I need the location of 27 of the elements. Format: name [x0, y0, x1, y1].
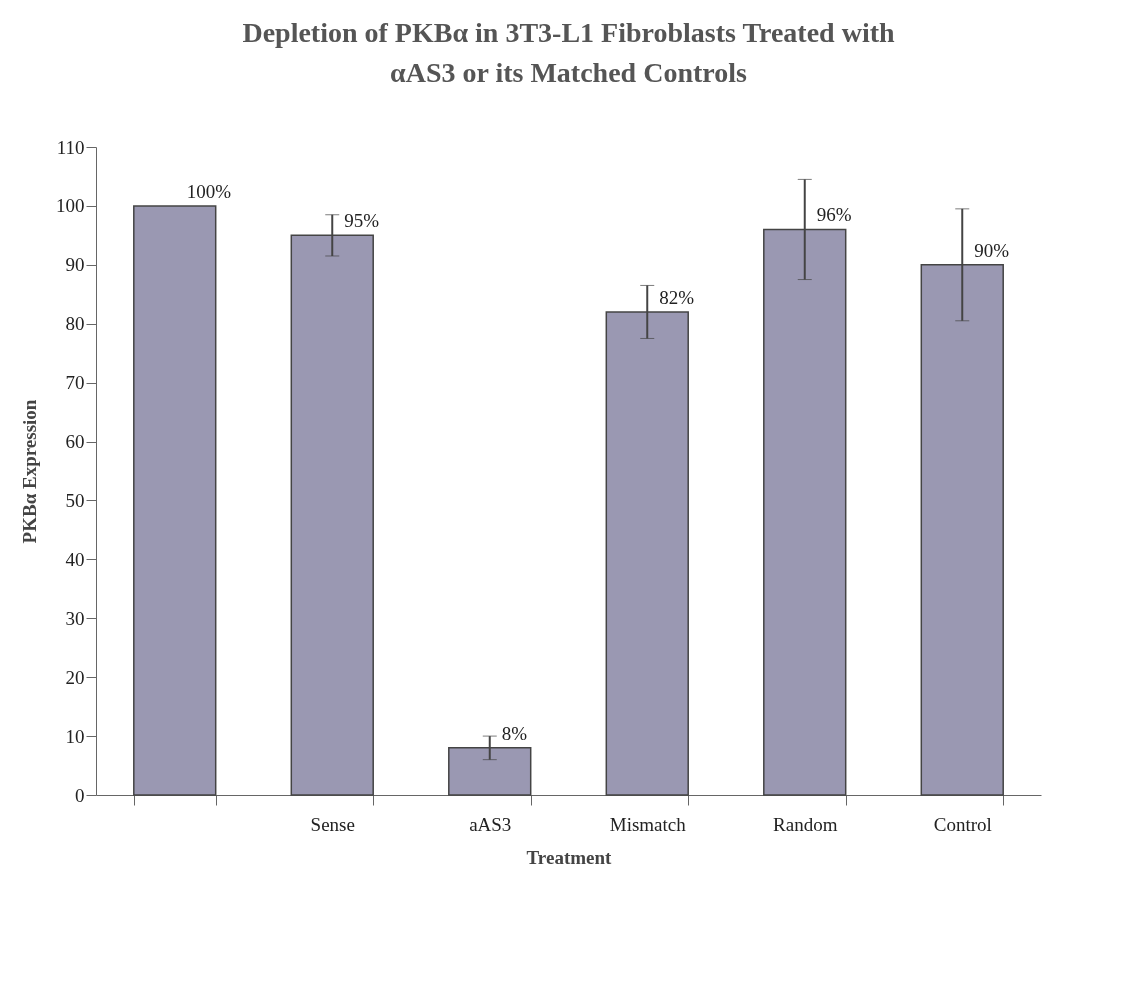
y-tick-label: 100 [56, 195, 85, 217]
y-tick-label: 40 [65, 548, 85, 570]
y-tick-label: 0 [75, 784, 85, 806]
x-tick-label: Control [933, 813, 992, 835]
chart-title: Depletion of PKBα in 3T3-L1 Fibroblasts Treated with αAS3 or its Matched Controls [242, 17, 895, 88]
y-tick-label: 90 [65, 254, 85, 276]
y-tick-label: 20 [65, 666, 85, 688]
x-tick-label: Sense [310, 813, 355, 835]
data-label: 95% [344, 210, 380, 232]
y-axis-title: PKBα Expression [19, 399, 40, 544]
data-label: 90% [974, 239, 1010, 261]
x-axis-title: Treatment [526, 846, 613, 868]
y-tick-label: 30 [65, 607, 85, 629]
x-tick-label: Mismatch [609, 813, 687, 835]
y-tick-label: 50 [65, 489, 85, 511]
x-tick-label: aAS3 [469, 813, 512, 835]
data-label: 96% [816, 204, 852, 226]
y-tick-label: 80 [65, 313, 85, 335]
y-tick-label: 10 [65, 725, 85, 747]
y-tick-label: 70 [65, 372, 85, 394]
y-tick-label: 60 [65, 431, 85, 453]
data-label: 100% [186, 180, 232, 202]
y-tick-label: 110 [56, 136, 85, 158]
bar [133, 205, 217, 796]
data-label: 82% [659, 286, 695, 308]
x-tick-label: Random [773, 813, 838, 835]
data-label: 8% [501, 722, 528, 744]
